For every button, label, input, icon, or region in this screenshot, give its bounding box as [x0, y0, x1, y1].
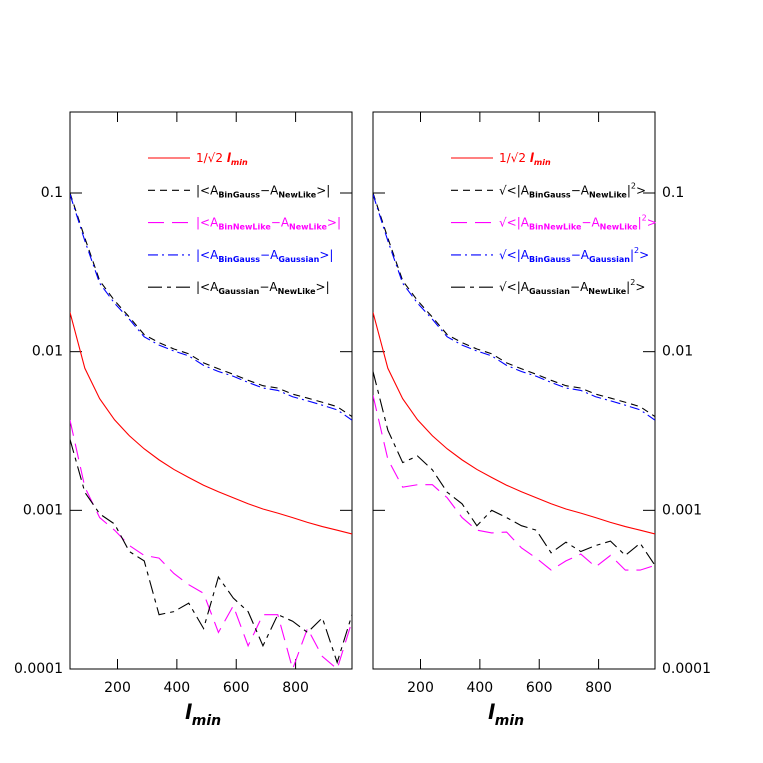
series-line — [70, 420, 352, 669]
x-tick-label: 200 — [104, 680, 131, 696]
series-line — [373, 192, 655, 418]
plot-area — [373, 192, 655, 571]
series-line — [70, 312, 352, 535]
legend-label: 1/√2 lmin — [196, 151, 248, 168]
x-tick-label: 600 — [223, 680, 250, 696]
y-tick-label: 0.01 — [32, 344, 63, 360]
y-tick-label: 0.1 — [662, 185, 684, 201]
plot-frame — [372, 111, 656, 670]
y-tick-label: 0.01 — [662, 344, 693, 360]
series-line — [70, 194, 352, 421]
legend-label: √<|ABinNewLike−ANewLike|2> — [499, 214, 657, 232]
legend-label: |<ABinNewLike−ANewLike>| — [196, 215, 341, 232]
legend-label: √<|ABinGauss−ANewLike|2> — [499, 181, 646, 199]
legend-label: |<AGaussian−ANewLike>| — [196, 280, 330, 297]
series-line — [373, 194, 655, 421]
legend-label: √<|AGaussian−ANewLike|2> — [499, 278, 645, 296]
x-tick-label: 800 — [585, 680, 612, 696]
x-tick-label: 600 — [526, 680, 553, 696]
plot-area — [70, 192, 352, 669]
legend-label: |<ABinGauss−ANewLike>| — [196, 183, 330, 200]
y-tick-label: 0.0001 — [662, 661, 711, 677]
series-line — [373, 395, 655, 571]
y-tick-label: 0.001 — [662, 502, 702, 518]
series-line — [373, 371, 655, 566]
x-tick-label: 800 — [282, 680, 309, 696]
x-axis-label: lmin — [488, 700, 524, 730]
x-axis-label: lmin — [185, 700, 221, 730]
plot-frame — [69, 111, 353, 670]
y-tick-label: 0.1 — [41, 185, 63, 201]
x-tick-label: 400 — [163, 680, 190, 696]
y-tick-label: 0.001 — [23, 502, 63, 518]
x-tick-label: 200 — [407, 680, 434, 696]
legend-label: √<|ABinGauss−AGaussian|2> — [499, 246, 649, 264]
series-line — [373, 312, 655, 535]
y-tick-label: 0.0001 — [14, 661, 63, 677]
legend-label: 1/√2 lmin — [499, 151, 551, 168]
legend-label: |<ABinGauss−AGaussian>| — [196, 247, 333, 264]
series-line — [70, 439, 352, 665]
series-line — [70, 192, 352, 418]
x-tick-label: 400 — [466, 680, 493, 696]
